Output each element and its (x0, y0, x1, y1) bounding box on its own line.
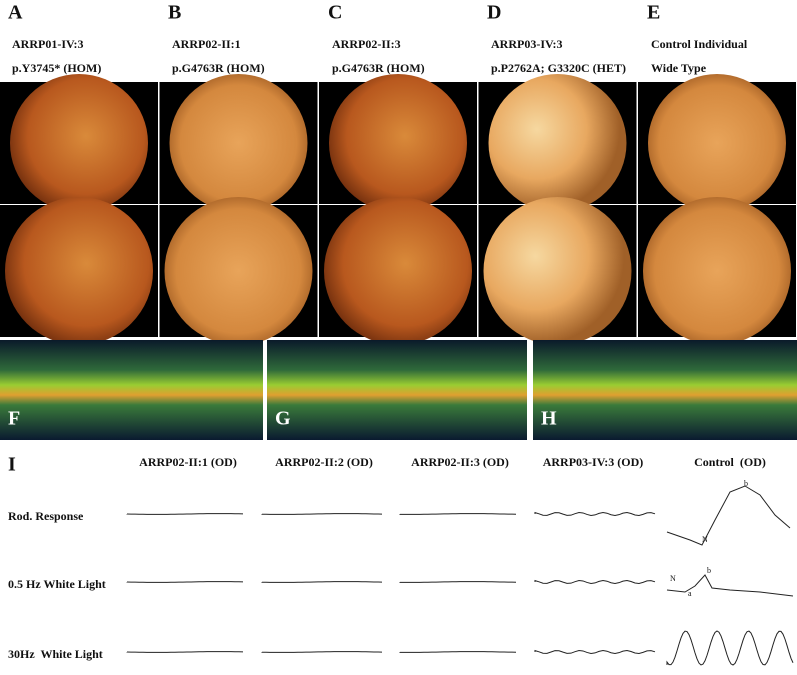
fundus-image (164, 197, 313, 345)
erg-row: Rod. Response (8, 509, 84, 523)
oct-scan (267, 340, 527, 440)
erg-column: ARRP02-II:1 (OD) (139, 455, 237, 469)
waveform-label: b (744, 479, 748, 488)
variant: p.G4763R (HOM) (332, 61, 425, 75)
panel-letter: C (328, 2, 342, 24)
variant: p.G4763R (HOM) (172, 61, 265, 75)
waveform-label: N (702, 535, 708, 544)
oct-scan (533, 340, 797, 440)
erg-trace (261, 651, 383, 653)
fundus-image (488, 74, 627, 212)
oct-letter: F (8, 408, 20, 430)
oct-letter: G (275, 408, 291, 430)
waveform-label: N (670, 574, 676, 583)
subject-id: ARRP02-II:1 (172, 37, 241, 51)
subject-id: Control Individual (651, 37, 748, 51)
erg-column: ARRP02-II:3 (OD) (411, 455, 509, 469)
erg-trace (399, 651, 517, 653)
fundus-image (5, 197, 153, 345)
erg-column: Control (OD) (694, 455, 766, 469)
erg-trace (666, 630, 794, 666)
erg-trace (534, 511, 656, 517)
variant: Wide Type (651, 61, 707, 75)
fundus-image (324, 197, 472, 345)
erg-trace (399, 581, 517, 583)
panel-letter: E (647, 2, 660, 24)
panel-letter: B (168, 2, 181, 24)
erg-trace (126, 581, 244, 583)
panel-letter: D (487, 2, 501, 24)
fundus-image (483, 197, 632, 345)
erg-trace (399, 513, 517, 515)
erg-trace (126, 651, 244, 653)
variant: p.Y3745* (HOM) (12, 61, 101, 75)
fundus-image (643, 197, 791, 345)
fundus-image (648, 74, 786, 212)
panel-letter: A (8, 2, 23, 24)
erg-letter: I (8, 454, 16, 476)
fundus-image (169, 74, 308, 212)
waveform-label: b (707, 566, 711, 575)
erg-row: 0.5 Hz White Light (8, 577, 106, 591)
subject-id: ARRP02-II:3 (332, 37, 401, 51)
oct-scan (0, 340, 263, 440)
variant: p.P2762A; G3320C (HET) (491, 61, 626, 75)
erg-trace (261, 513, 383, 515)
fundus-image (10, 74, 148, 212)
erg-trace (666, 574, 794, 597)
erg-trace (534, 649, 656, 655)
waveform-label: a (688, 589, 692, 598)
oct-letter: H (541, 408, 557, 430)
erg-trace (126, 513, 244, 515)
erg-trace (666, 485, 791, 546)
subject-id: ARRP01-IV:3 (12, 37, 84, 51)
subject-id: ARRP03-IV:3 (491, 37, 563, 51)
fundus-image (329, 74, 467, 212)
erg-row: 30Hz White Light (8, 647, 103, 661)
erg-column: ARRP03-IV:3 (OD) (543, 455, 644, 469)
erg-trace (534, 579, 656, 585)
erg-column: ARRP02-II:2 (OD) (275, 455, 373, 469)
erg-trace (261, 581, 383, 583)
